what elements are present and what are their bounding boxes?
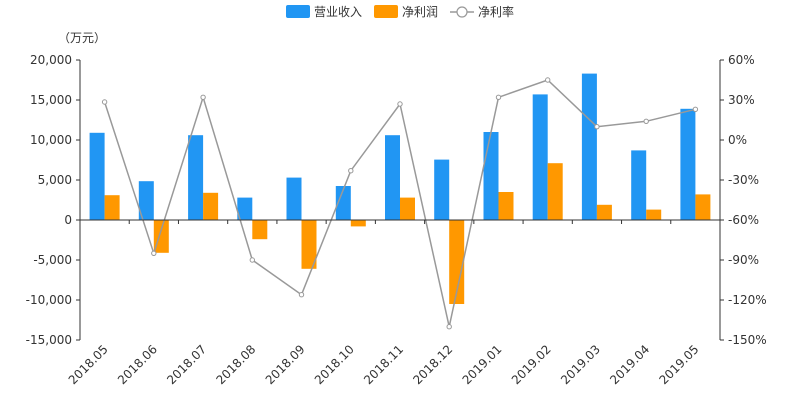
right-tick-label: -60% — [728, 213, 759, 227]
net-margin-point — [397, 101, 403, 107]
x-tick-label: 2018.11 — [361, 342, 406, 387]
axes-layer: 20,000 15,000 10,000 5,000 0 -5,000 -10,000 -15… — [26, 53, 767, 387]
left-tick-label: 10,000 — [30, 133, 72, 147]
net-margin-point — [446, 324, 452, 330]
net-margin-point — [594, 124, 600, 130]
x-tick-label: 2019.03 — [558, 342, 603, 387]
x-tick-label: 2018.07 — [164, 342, 209, 387]
net-profit-bar — [203, 192, 219, 220]
net-margin-point — [151, 250, 157, 257]
net-margin-point — [643, 118, 649, 125]
net-profit-bar — [252, 220, 268, 240]
legend-swatch — [286, 5, 310, 18]
legend: 营业收入 净利润 净利率 — [286, 4, 514, 19]
revenue-bar — [138, 181, 154, 220]
right-tick-label: -150% — [728, 333, 767, 347]
revenue-bar — [188, 135, 204, 220]
net-profit-bar — [498, 192, 514, 220]
right-tick-label: -90% — [728, 253, 759, 267]
x-tick-label: 2018.06 — [115, 342, 160, 387]
net-margin-point — [298, 292, 305, 298]
net-profit-bar — [153, 220, 169, 253]
line-layer — [101, 77, 699, 330]
legend-label: 净利润 — [402, 5, 438, 19]
net-margin-point — [692, 106, 699, 113]
x-tick-label: 2019.01 — [460, 342, 505, 387]
right-tick-label: -30% — [728, 173, 759, 187]
right-tick-label: 0% — [728, 133, 747, 147]
legend-label: 净利率 — [478, 4, 514, 19]
left-tick-label: 15,000 — [30, 93, 72, 107]
revenue-bar — [434, 159, 450, 220]
net-margin-point — [495, 94, 502, 101]
net-profit-bar — [596, 204, 612, 220]
right-tick-label: -120% — [728, 293, 767, 307]
x-tick-label: 2019.05 — [657, 342, 702, 387]
revenue-bar — [335, 186, 351, 220]
bars-layer — [89, 73, 711, 304]
left-tick-label: 5,000 — [38, 173, 72, 187]
net-profit-bar — [350, 220, 366, 227]
left-tick-label: -10,000 — [26, 293, 72, 307]
x-tick-label: 2018.10 — [312, 342, 357, 387]
x-tick-label: 2018.05 — [66, 342, 111, 387]
x-tick-label: 2018.09 — [263, 342, 308, 387]
left-tick-label: 0 — [64, 213, 72, 227]
y-axis-unit-label: （万元） — [58, 31, 106, 45]
net-profit-bar — [547, 163, 563, 220]
right-tick-label: 60% — [728, 53, 755, 67]
legend-label: 营业收入 — [314, 5, 362, 19]
legend-swatch-marker — [456, 6, 468, 18]
net-profit-bar — [695, 194, 711, 220]
net-profit-bar — [104, 195, 120, 220]
net-margin-point — [249, 257, 256, 263]
net-margin-point — [200, 94, 206, 101]
right-tick-label: 30% — [728, 93, 755, 107]
revenue-bar — [385, 135, 400, 220]
x-tick-label: 2018.08 — [213, 342, 258, 387]
x-tick-label: 2019.02 — [509, 342, 554, 387]
net-profit-bar — [400, 197, 415, 220]
revenue-bar — [532, 94, 548, 220]
net-margin-point — [545, 77, 551, 83]
left-tick-label: 20,000 — [30, 53, 72, 67]
net-profit-bar — [646, 209, 662, 220]
revenue-bar — [89, 132, 105, 220]
x-tick-label: 2018.12 — [410, 342, 455, 387]
net-profit-bar — [449, 220, 465, 304]
legend-swatch — [374, 5, 398, 18]
net-margin-point — [348, 168, 354, 174]
revenue-bar — [581, 73, 597, 220]
net-profit-bar — [301, 220, 317, 269]
x-tick-label: 2019.04 — [607, 342, 652, 387]
net-margin-point — [101, 99, 108, 105]
revenue-bar — [237, 197, 253, 220]
left-tick-label: -15,000 — [26, 333, 72, 347]
revenue-bar — [483, 132, 499, 220]
left-tick-label: -5,000 — [33, 253, 72, 267]
revenue-bar — [631, 150, 647, 220]
revenue-bar — [286, 177, 302, 220]
revenue-bar — [680, 108, 696, 220]
